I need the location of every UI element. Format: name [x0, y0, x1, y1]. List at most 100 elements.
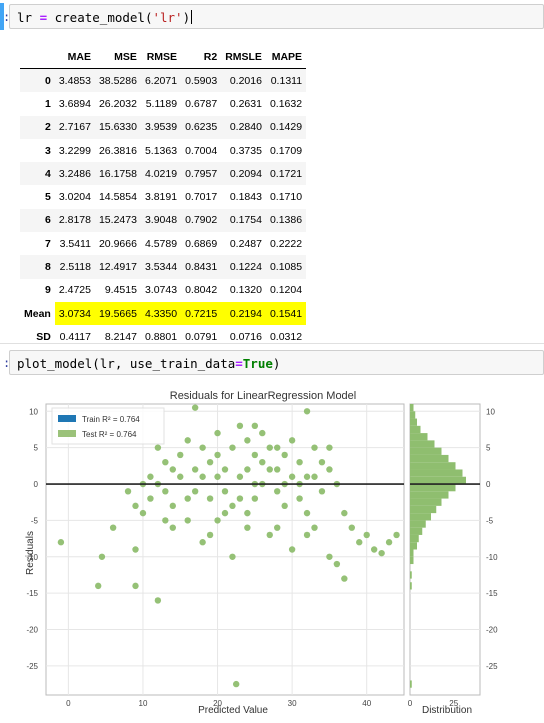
data-point [147, 473, 154, 480]
data-point [266, 466, 273, 473]
data-point [206, 495, 214, 502]
legend-label: Train R² = 0.764 [82, 415, 140, 424]
code-editor[interactable]: plot_model(lr, use_train_data=True) [9, 350, 544, 375]
dist-y-tick-label: 0 [486, 480, 491, 489]
table-cell: 0.5903 [185, 74, 218, 87]
data-point [326, 553, 333, 560]
table-cell: 38.5286 [98, 74, 137, 87]
row-index: 7 [45, 237, 51, 250]
table-cell: 9.4515 [104, 284, 137, 297]
table-row: 5 3.0204 14.5854 3.8191 0.7017 0.1843 0.1710 [20, 185, 306, 208]
code-text[interactable]: plot_model(lr, use_train_data=True) [17, 356, 280, 371]
table-cell: 0.1843 [229, 191, 262, 204]
code-token: ) [182, 10, 191, 25]
table-cell: 0.7017 [185, 191, 218, 204]
column-header [20, 46, 55, 69]
data-point [124, 488, 132, 495]
data-point [132, 582, 139, 590]
histogram-bar [410, 549, 414, 557]
table-cell: 0.1204 [269, 284, 303, 297]
data-point [206, 531, 214, 539]
row-index: 2 [45, 121, 51, 134]
table-body: 0 3.4853 38.5286 6.2071 0.5903 0.2016 0.1311 1 3… [20, 68, 307, 349]
data-point [274, 444, 281, 451]
data-point [288, 437, 296, 444]
table-cell: 0.1632 [269, 97, 303, 110]
data-point [169, 502, 176, 510]
data-point [191, 488, 199, 495]
column-header: MAE [54, 46, 95, 69]
table-cell: 0.1541 [265, 301, 307, 326]
data-point [266, 444, 273, 451]
data-point [303, 408, 311, 415]
histogram-bar [410, 418, 417, 426]
data-point [139, 509, 147, 517]
data-point [177, 451, 184, 459]
data-point [162, 517, 169, 524]
y-tick-label: -10 [26, 553, 38, 562]
data-point [341, 575, 348, 582]
histogram-bar [410, 680, 412, 688]
table-cell: 5.1189 [145, 97, 178, 110]
data-point [98, 553, 106, 560]
data-point [251, 451, 259, 459]
data-point [154, 597, 162, 604]
table-cell: 0.1429 [269, 121, 303, 134]
data-point [229, 553, 236, 560]
y-tick-label: -15 [26, 589, 38, 598]
table-cell: 0.6235 [185, 121, 218, 134]
table-cell: 5.1363 [144, 144, 178, 157]
table-cell: 0.0791 [185, 330, 218, 343]
data-point [311, 473, 318, 480]
y-tick-label: -25 [26, 662, 38, 671]
y-tick-label: -20 [26, 626, 38, 635]
data-point [236, 473, 244, 480]
data-point [370, 546, 378, 553]
code-token: = [235, 356, 243, 371]
table-row: SD 0.4117 8.2147 0.8801 0.0791 0.0716 0.0312 [20, 325, 306, 348]
data-point [274, 466, 281, 473]
table-cell: 3.5344 [144, 261, 178, 274]
data-point [318, 488, 326, 495]
table-cell: 2.4725 [58, 284, 91, 297]
data-point [259, 459, 266, 466]
y-tick-label: -5 [31, 516, 39, 525]
code-cell-1[interactable]: : lr = create_model('lr') [0, 3, 544, 30]
data-point [57, 539, 65, 546]
data-point [244, 524, 251, 531]
row-index: 0 [45, 74, 51, 87]
table-cell: 0.1710 [269, 191, 303, 204]
table-cell: 0.7215 [181, 301, 222, 326]
code-token: ) [272, 356, 281, 371]
histogram-bar [410, 534, 419, 543]
data-point [109, 524, 117, 531]
histogram-bar [410, 411, 416, 419]
dist-y-tick-label: 10 [486, 407, 495, 416]
table-cell: 0.7902 [185, 214, 218, 227]
data-point [214, 451, 221, 459]
histogram-bar [410, 498, 442, 506]
code-text[interactable]: lr = create_model('lr') [17, 10, 193, 25]
code-cell-2[interactable]: : plot_model(lr, use_train_data=True) [0, 349, 544, 376]
table-cell: 3.9048 [144, 214, 178, 227]
histogram-bar [410, 447, 442, 455]
data-point [356, 539, 363, 546]
table-cell: 2.7167 [58, 121, 91, 134]
table-cell: 14.5854 [98, 191, 137, 204]
table-cell: 0.2016 [229, 74, 262, 87]
histogram-bar [410, 505, 437, 514]
code-editor[interactable]: lr = create_model('lr') [9, 4, 544, 29]
y-tick-label: 10 [29, 407, 38, 416]
data-point [288, 546, 296, 553]
table-cell: 0.2094 [229, 167, 262, 180]
data-point [191, 466, 199, 473]
dist-y-tick-label: -25 [486, 662, 498, 671]
data-point [221, 509, 229, 517]
column-header: MSE [94, 46, 141, 69]
table-cell: 0.2840 [229, 121, 262, 134]
data-point [385, 539, 393, 546]
cell-prompt: : [3, 356, 11, 370]
data-point [184, 495, 191, 502]
table-row: 9 2.4725 9.4515 3.0743 0.8042 0.1320 0.1204 [20, 279, 306, 302]
row-index: 1 [45, 97, 51, 110]
